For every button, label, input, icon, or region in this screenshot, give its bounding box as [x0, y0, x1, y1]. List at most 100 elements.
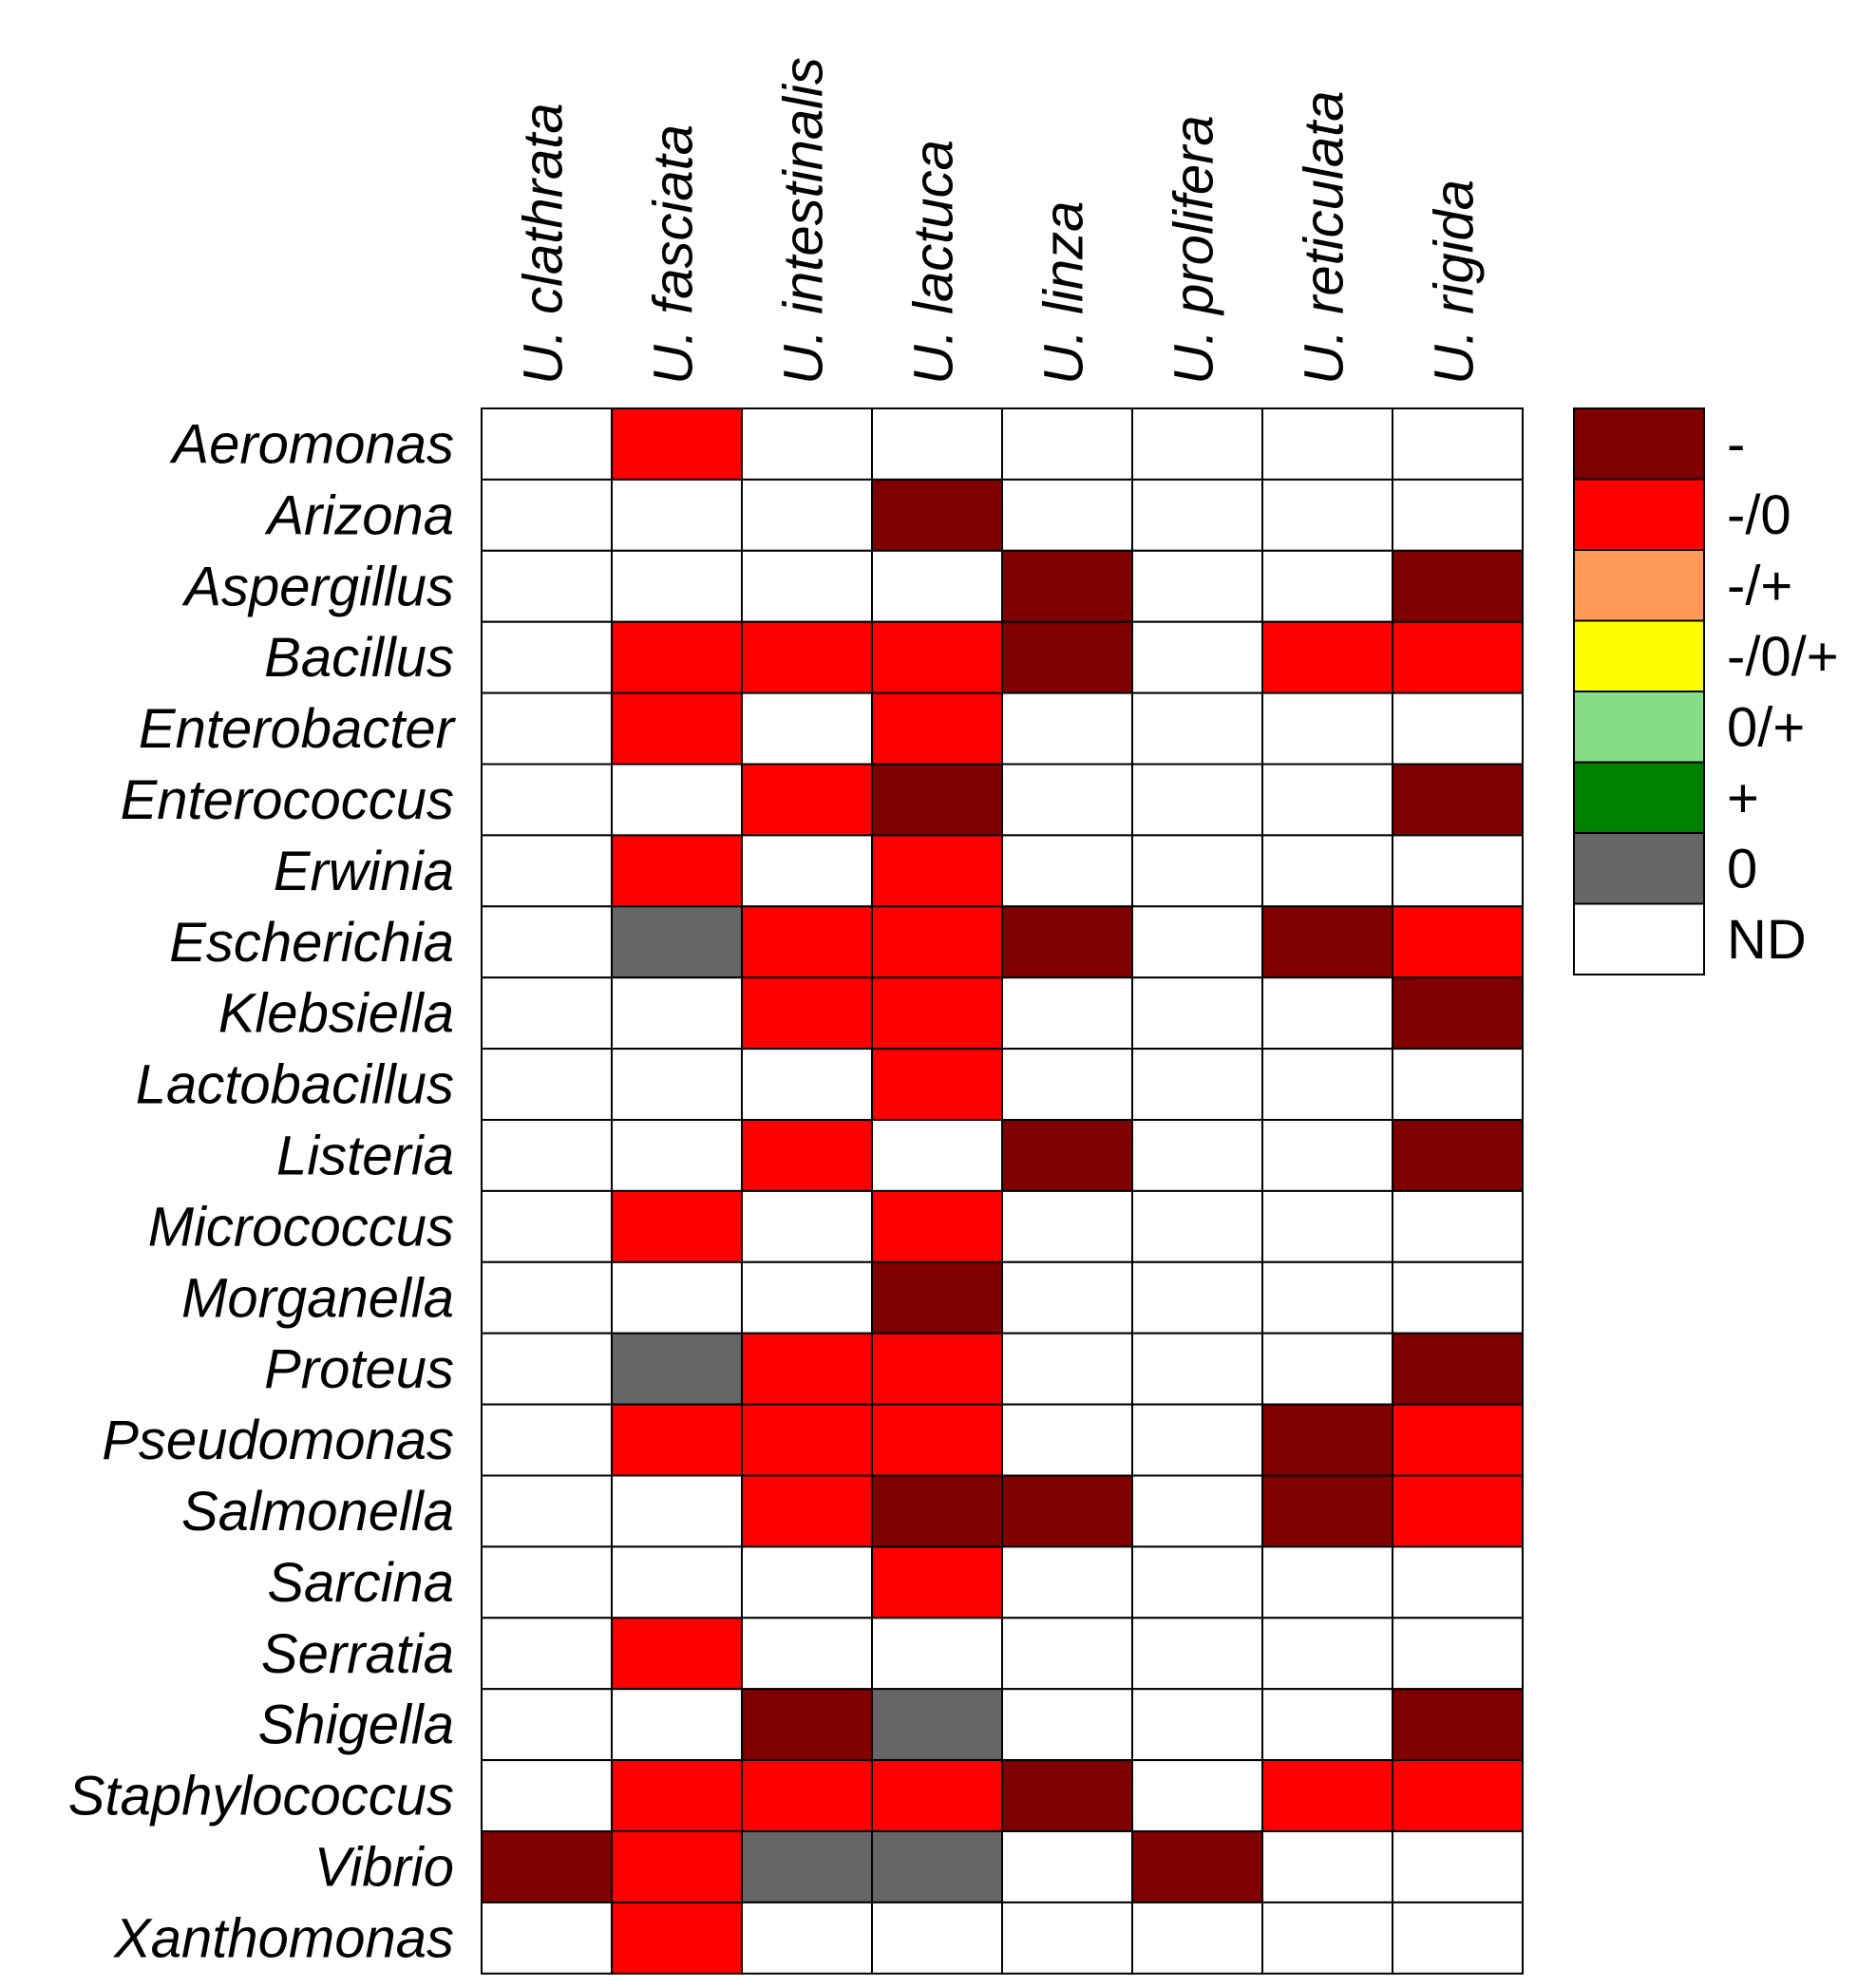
legend-label-0: -: [1727, 413, 1745, 475]
cell-aspergillus-u-clathrata: [481, 549, 613, 623]
cell-bacillus-u-rigida: [1392, 620, 1524, 694]
row-label-xanthomonas: Xanthomonas: [112, 1907, 454, 1969]
cell-proteus-u-reticulata: [1261, 1332, 1393, 1406]
cell-shigella-u-rigida: [1392, 1688, 1524, 1762]
cell-proteus-u-prolifera: [1131, 1332, 1263, 1406]
cell-salmonella-u-intestinalis: [741, 1474, 873, 1548]
cell-lactobacillus-u-lactuca: [871, 1048, 1003, 1121]
cell-klebsiella-u-clathrata: [481, 976, 613, 1051]
cell-staphylococcus-u-rigida: [1392, 1759, 1524, 1832]
cell-bacillus-u-clathrata: [481, 620, 613, 694]
cell-lactobacillus-u-reticulata: [1261, 1048, 1393, 1121]
cell-escherichia-u-rigida: [1392, 905, 1524, 979]
cell-staphylococcus-u-fasciata: [611, 1759, 743, 1832]
cell-klebsiella-u-lactuca: [871, 976, 1003, 1051]
cell-enterococcus-u-clathrata: [481, 763, 613, 837]
cell-klebsiella-u-intestinalis: [741, 976, 873, 1051]
cell-enterobacter-u-lactuca: [871, 691, 1003, 766]
cell-pseudomonas-u-reticulata: [1261, 1403, 1393, 1477]
cell-vibrio-u-reticulata: [1261, 1830, 1393, 1903]
cell-erwinia-u-linza: [1001, 834, 1133, 908]
cell-aeromonas-u-intestinalis: [741, 407, 873, 481]
cell-enterococcus-u-linza: [1001, 763, 1133, 837]
cell-klebsiella-u-linza: [1001, 976, 1133, 1051]
cell-aspergillus-u-rigida: [1392, 549, 1524, 623]
cell-xanthomonas-u-lactuca: [871, 1901, 1003, 1975]
cell-bacillus-u-lactuca: [871, 620, 1003, 694]
row-label-staphylococcus: Staphylococcus: [68, 1766, 454, 1827]
row-label-morganella: Morganella: [181, 1267, 454, 1329]
cell-aspergillus-u-reticulata: [1261, 549, 1393, 623]
cell-lactobacillus-u-intestinalis: [741, 1048, 873, 1121]
cell-escherichia-u-fasciata: [611, 905, 743, 979]
cell-pseudomonas-u-linza: [1001, 1403, 1133, 1477]
cell-enterobacter-u-linza: [1001, 691, 1133, 766]
cell-proteus-u-clathrata: [481, 1332, 613, 1406]
cell-vibrio-u-linza: [1001, 1830, 1133, 1903]
cell-klebsiella-u-prolifera: [1131, 976, 1263, 1051]
row-label-lactobacillus: Lactobacillus: [136, 1054, 454, 1116]
cell-sarcina-u-lactuca: [871, 1545, 1003, 1619]
cell-shigella-u-prolifera: [1131, 1688, 1263, 1762]
legend-swatch-0: [1573, 691, 1705, 764]
cell-klebsiella-u-fasciata: [611, 976, 743, 1051]
cell-vibrio-u-lactuca: [871, 1830, 1003, 1903]
cell-morganella-u-lactuca: [871, 1260, 1003, 1335]
cell-aeromonas-u-lactuca: [871, 407, 1003, 481]
cell-enterobacter-u-fasciata: [611, 691, 743, 766]
cell-sarcina-u-clathrata: [481, 1545, 613, 1619]
column-label-u-clathrata: U. clathrata: [513, 103, 575, 385]
cell-staphylococcus-u-clathrata: [481, 1759, 613, 1832]
cell-salmonella-u-linza: [1001, 1474, 1133, 1548]
cell-lactobacillus-u-linza: [1001, 1048, 1133, 1121]
cell-proteus-u-fasciata: [611, 1332, 743, 1406]
cell-morganella-u-intestinalis: [741, 1260, 873, 1335]
legend-label-6: 0: [1727, 838, 1757, 899]
cell-aspergillus-u-fasciata: [611, 549, 743, 623]
column-label-u-prolifera: U. prolifera: [1164, 115, 1225, 385]
row-label-escherichia: Escherichia: [169, 912, 454, 974]
row-label-shigella: Shigella: [258, 1695, 454, 1756]
cell-morganella-u-reticulata: [1261, 1260, 1393, 1335]
cell-erwinia-u-rigida: [1392, 834, 1524, 908]
legend-label-2: -/+: [1727, 555, 1792, 616]
row-label-proteus: Proteus: [264, 1338, 454, 1400]
cell-micrococcus-u-fasciata: [611, 1189, 743, 1263]
cell-escherichia-u-clathrata: [481, 905, 613, 979]
legend-swatch-nd: [1573, 902, 1705, 975]
cell-escherichia-u-prolifera: [1131, 905, 1263, 979]
cell-serratia-u-fasciata: [611, 1617, 743, 1691]
cell-listeria-u-clathrata: [481, 1119, 613, 1192]
cell-micrococcus-u-clathrata: [481, 1189, 613, 1263]
cell-arizona-u-fasciata: [611, 478, 743, 552]
row-label-arizona: Arizona: [264, 484, 454, 546]
cell-vibrio-u-fasciata: [611, 1830, 743, 1903]
legend-label-7: ND: [1727, 909, 1807, 971]
legend: - -/0 -/+ -/0/+ 0/+ +0 ND: [1573, 407, 1839, 975]
cell-shigella-u-reticulata: [1261, 1688, 1393, 1762]
cell-staphylococcus-u-reticulata: [1261, 1759, 1393, 1832]
cell-serratia-u-linza: [1001, 1617, 1133, 1691]
column-label-u-lactuca: U. lactuca: [903, 140, 965, 385]
legend-swatch-0: [1573, 832, 1705, 905]
cell-micrococcus-u-prolifera: [1131, 1189, 1263, 1263]
cell-sarcina-u-fasciata: [611, 1545, 743, 1619]
cell-salmonella-u-lactuca: [871, 1474, 1003, 1548]
cell-listeria-u-reticulata: [1261, 1119, 1393, 1192]
row-label-vibrio: Vibrio: [314, 1836, 454, 1898]
row-label-klebsiella: Klebsiella: [218, 983, 454, 1045]
cell-micrococcus-u-linza: [1001, 1189, 1133, 1263]
cell-aeromonas-u-reticulata: [1261, 407, 1393, 481]
cell-serratia-u-clathrata: [481, 1617, 613, 1691]
cell-lactobacillus-u-clathrata: [481, 1048, 613, 1121]
cell-salmonella-u-clathrata: [481, 1474, 613, 1548]
column-label-u-fasciata: U. fasciata: [643, 124, 705, 385]
cell-sarcina-u-rigida: [1392, 1545, 1524, 1619]
cell-proteus-u-rigida: [1392, 1332, 1524, 1406]
cell-aeromonas-u-prolifera: [1131, 407, 1263, 481]
cell-salmonella-u-rigida: [1392, 1474, 1524, 1548]
cell-enterococcus-u-lactuca: [871, 763, 1003, 837]
row-label-bacillus: Bacillus: [264, 627, 454, 689]
